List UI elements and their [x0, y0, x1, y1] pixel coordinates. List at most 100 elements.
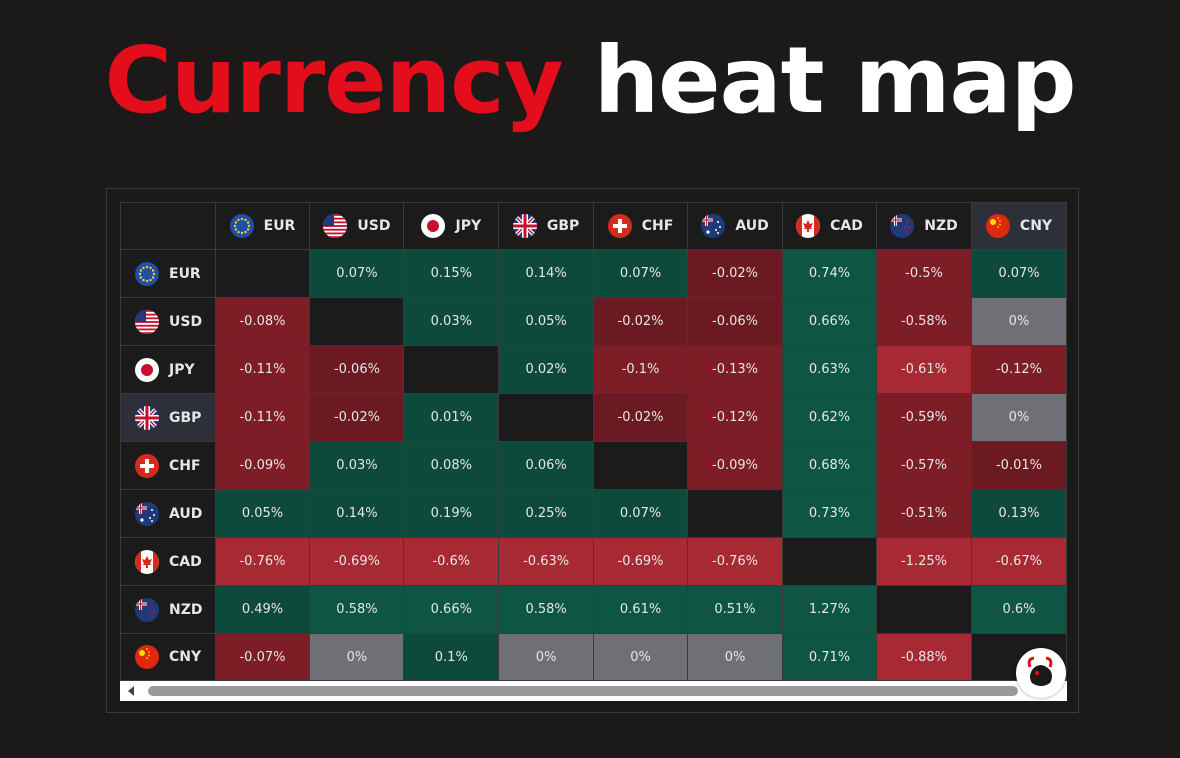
heatmap-cell[interactable]: -0.51% — [876, 489, 972, 538]
heatmap-cell[interactable]: -0.61% — [876, 345, 972, 394]
heatmap-cell[interactable]: -0.07% — [214, 633, 311, 681]
heatmap-cell[interactable]: 0.71% — [782, 633, 877, 681]
row-header-chf[interactable]: CHF — [120, 441, 216, 490]
heatmap-cell[interactable]: 0.62% — [782, 393, 877, 442]
heatmap-cell[interactable]: 0.74% — [782, 249, 877, 298]
heatmap-cell[interactable]: -0.59% — [876, 393, 972, 442]
heatmap-cell[interactable]: -0.11% — [214, 345, 311, 394]
heatmap-cell[interactable]: -0.58% — [876, 297, 972, 346]
heatmap-cell[interactable]: -0.69% — [309, 537, 405, 586]
heatmap-cell[interactable]: 0.07% — [309, 249, 405, 298]
heatmap-cell[interactable]: 0% — [498, 633, 595, 681]
heatmap-cell[interactable]: -0.67% — [970, 537, 1068, 586]
heatmap-cell[interactable]: 0.63% — [782, 345, 877, 394]
heatmap-cell[interactable]: 0.03% — [309, 441, 405, 490]
heatmap-cell[interactable]: 0.05% — [214, 489, 311, 538]
heatmap-cell[interactable]: -0.63% — [498, 537, 595, 586]
column-header-aud[interactable]: AUD — [687, 202, 784, 250]
heatmap-cell[interactable]: 0% — [970, 297, 1068, 346]
scroll-left-arrow-icon[interactable] — [128, 686, 134, 696]
heatmap-cell[interactable]: 0.1% — [403, 633, 500, 681]
heatmap-cell[interactable]: -0.5% — [876, 249, 972, 298]
row-header-usd[interactable]: USD — [120, 297, 216, 346]
heatmap-cell[interactable]: -0.02% — [309, 393, 405, 442]
heatmap-cell[interactable]: -0.09% — [214, 441, 311, 490]
heatmap-cell[interactable]: -0.08% — [214, 297, 311, 346]
heatmap-cell[interactable] — [214, 249, 311, 298]
heatmap-cell[interactable]: 0% — [593, 633, 689, 681]
column-header-gbp[interactable]: GBP — [498, 202, 595, 250]
heatmap-cell[interactable]: 0.13% — [970, 489, 1068, 538]
heatmap-cell[interactable]: 0% — [687, 633, 784, 681]
heatmap-cell[interactable]: 0.49% — [214, 585, 311, 634]
heatmap-cell[interactable] — [309, 297, 405, 346]
heatmap-cell[interactable]: -0.09% — [687, 441, 784, 490]
heatmap-cell[interactable] — [498, 393, 595, 442]
column-header-usd[interactable]: USD — [309, 202, 405, 250]
heatmap-cell[interactable]: -0.1% — [593, 345, 689, 394]
heatmap-cell[interactable]: 0.05% — [498, 297, 595, 346]
heatmap-cell[interactable]: 0.07% — [970, 249, 1068, 298]
heatmap-cell[interactable]: 0.08% — [403, 441, 500, 490]
heatmap-cell[interactable]: -0.69% — [593, 537, 689, 586]
heatmap-cell[interactable]: -0.76% — [214, 537, 311, 586]
heatmap-cell[interactable]: 0.68% — [782, 441, 877, 490]
heatmap-cell[interactable]: -0.02% — [687, 249, 784, 298]
heatmap-cell[interactable]: -0.76% — [687, 537, 784, 586]
heatmap-cell[interactable]: 1.27% — [782, 585, 877, 634]
heatmap-cell[interactable]: 0.14% — [498, 249, 595, 298]
heatmap-cell[interactable]: 0.01% — [403, 393, 500, 442]
heatmap-cell[interactable]: 0.02% — [498, 345, 595, 394]
heatmap-cell[interactable]: 0.51% — [687, 585, 784, 634]
heatmap-cell[interactable]: -1.25% — [876, 537, 972, 586]
heatmap-cell[interactable]: 0.07% — [593, 489, 689, 538]
column-header-jpy[interactable]: JPY — [403, 202, 500, 250]
heatmap-cell[interactable]: 0.66% — [403, 585, 500, 634]
heatmap-cell[interactable]: -0.88% — [876, 633, 972, 681]
heatmap-cell[interactable]: -0.11% — [214, 393, 311, 442]
heatmap-cell[interactable]: 0.03% — [403, 297, 500, 346]
row-header-cny[interactable]: CNY — [120, 633, 216, 681]
heatmap-cell[interactable]: -0.06% — [309, 345, 405, 394]
heatmap-cell[interactable]: -0.02% — [593, 393, 689, 442]
heatmap-cell[interactable] — [593, 441, 689, 490]
heatmap-cell[interactable]: 0.58% — [309, 585, 405, 634]
row-header-cad[interactable]: CAD — [120, 537, 216, 586]
heatmap-cell[interactable]: 0.14% — [309, 489, 405, 538]
column-header-cny[interactable]: CNY — [970, 202, 1068, 250]
row-header-nzd[interactable]: NZD — [120, 585, 216, 634]
heatmap-cell[interactable]: -0.13% — [687, 345, 784, 394]
heatmap-cell[interactable]: 0.58% — [498, 585, 595, 634]
row-header-aud[interactable]: AUD — [120, 489, 216, 538]
row-header-gbp[interactable]: GBP — [120, 393, 216, 442]
heatmap-cell[interactable]: -0.6% — [403, 537, 500, 586]
column-header-chf[interactable]: CHF — [593, 202, 689, 250]
heatmap-cell[interactable]: 0.19% — [403, 489, 500, 538]
column-header-nzd[interactable]: NZD — [876, 202, 972, 250]
heatmap-cell[interactable]: 0.73% — [782, 489, 877, 538]
heatmap-cell[interactable] — [782, 537, 877, 586]
row-header-eur[interactable]: EUR — [120, 249, 216, 298]
heatmap-cell[interactable]: -0.01% — [970, 441, 1068, 490]
column-header-cad[interactable]: CAD — [782, 202, 877, 250]
heatmap-cell[interactable]: 0.25% — [498, 489, 595, 538]
heatmap-cell[interactable]: -0.12% — [970, 345, 1068, 394]
heatmap-cell[interactable]: 0.6% — [970, 585, 1068, 634]
heatmap-cell[interactable]: 0% — [970, 393, 1068, 442]
horizontal-scrollbar[interactable] — [120, 682, 1067, 701]
heatmap-cell[interactable]: -0.02% — [593, 297, 689, 346]
heatmap-cell[interactable]: -0.12% — [687, 393, 784, 442]
heatmap-cell[interactable]: 0.15% — [403, 249, 500, 298]
heatmap-cell[interactable]: 0% — [309, 633, 405, 681]
heatmap-cell[interactable]: -0.06% — [687, 297, 784, 346]
heatmap-cell[interactable]: 0.61% — [593, 585, 689, 634]
heatmap-cell[interactable] — [876, 585, 972, 634]
scroll-thumb[interactable] — [148, 686, 1018, 696]
column-header-eur[interactable]: EUR — [214, 202, 311, 250]
heatmap-cell[interactable]: -0.57% — [876, 441, 972, 490]
heatmap-cell[interactable]: 0.07% — [593, 249, 689, 298]
heatmap-cell[interactable] — [687, 489, 784, 538]
heatmap-cell[interactable]: 0.06% — [498, 441, 595, 490]
heatmap-cell[interactable] — [403, 345, 500, 394]
row-header-jpy[interactable]: JPY — [120, 345, 216, 394]
